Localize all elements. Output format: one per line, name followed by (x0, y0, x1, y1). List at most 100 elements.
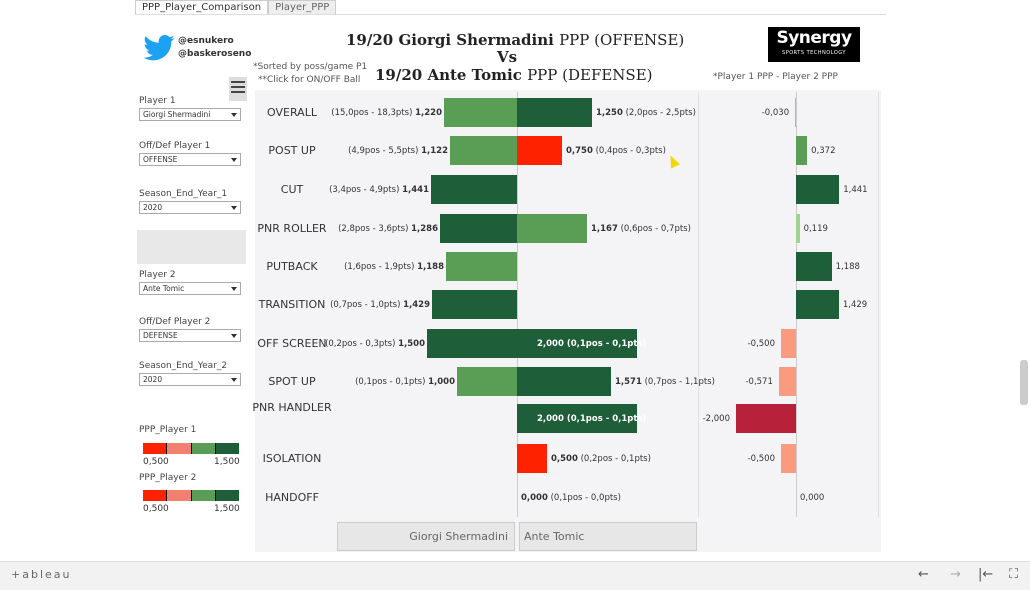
legend-1-max: 1,500 (214, 457, 240, 467)
diff-label-0: -0,030 (761, 108, 790, 118)
chevron-down-icon (231, 113, 237, 117)
twitter-handle-2: @baskeroseno (178, 49, 252, 59)
twitter-bird-icon (143, 35, 175, 61)
off-def-player-2-select[interactable]: DEFENSE (139, 329, 241, 342)
p1-bar-4[interactable] (446, 252, 517, 281)
fullscreen-icon[interactable]: ⛶ (1009, 567, 1019, 582)
off-def-player-2-label: Off/Def Player 2 (139, 317, 211, 327)
p1-bar-6[interactable] (427, 329, 517, 358)
p1-label-6: (0,2pos - 0,3pts) 1,500 (325, 339, 425, 349)
p2-label-3: 1,167 (0,6pos - 0,7pts) (591, 224, 691, 234)
p2-label-1: 0,750 (0,4pos - 0,3pts) (566, 146, 666, 156)
title-line-1: 19/20 Giorgi Shermadini PPP (OFFENSE) (346, 31, 685, 49)
category-label-8: PNR HANDLER (252, 401, 332, 414)
diff-bar-0[interactable] (795, 98, 796, 127)
tableau-logo[interactable]: +ableau (11, 568, 72, 581)
diff-note: *Player 1 PPP - Player 2 PPP (713, 72, 838, 82)
redo-icon[interactable]: → (950, 567, 961, 582)
p1-bar-2[interactable] (431, 175, 517, 204)
legend-1-title: PPP_Player 1 (139, 425, 197, 435)
synergy-logo: Synergy SPORTS TECHNOLOGY (768, 27, 860, 62)
legend-2-min: 0,500 (143, 504, 169, 514)
category-label-4: PUTBACK (266, 260, 318, 273)
p2-bar-0[interactable] (517, 98, 592, 127)
p1-bar-1[interactable] (450, 136, 517, 165)
p1-bar-7[interactable] (457, 367, 517, 396)
diff-bar-9[interactable] (781, 444, 796, 473)
diff-label-5: 1,429 (842, 300, 868, 310)
p1-label-4: (1,6pos - 1,9pts) 1,188 (344, 262, 444, 272)
category-label-10: HANDOFF (265, 491, 319, 504)
blank-panel (137, 230, 246, 264)
diff-bar-8[interactable] (736, 404, 796, 433)
p1-label-3: (2,8pos - 3,6pts) 1,286 (338, 224, 438, 234)
diff-label-7: -0,571 (745, 377, 773, 387)
diff-panel-edge (878, 92, 879, 517)
player-2-select[interactable]: Ante Tomic (139, 282, 241, 295)
p2-bar-8[interactable] (517, 404, 637, 433)
diff-bar-6[interactable] (781, 329, 796, 358)
p2-label-8: 2,000 (0,1pos - 0,1pts) (537, 414, 647, 424)
twitter-handle-1: @esnukero (178, 36, 234, 46)
season-year-2-select[interactable]: 2020 (139, 373, 241, 386)
diff-panel-divider (698, 92, 699, 517)
chevron-down-icon (231, 287, 237, 291)
p1-label-0: (15,0pos - 18,3pts) 1,220 (331, 108, 442, 118)
diff-label-10: 0,000 (800, 493, 825, 503)
off-def-player-1-label: Off/Def Player 1 (139, 141, 211, 151)
chevron-down-icon (231, 158, 237, 162)
diff-bar-4[interactable] (796, 252, 832, 281)
p2-bar-9[interactable] (517, 444, 547, 473)
category-label-9: ISOLATION (262, 452, 322, 465)
category-label-5: TRANSITION (258, 298, 326, 311)
diff-bar-3[interactable] (796, 214, 800, 243)
undo-icon[interactable]: ← (918, 567, 929, 582)
diff-bar-7[interactable] (778, 367, 796, 396)
click-note: **Click for ON/OFF Ball (258, 75, 361, 85)
category-label-1: POST UP (268, 144, 316, 157)
sort-note: *Sorted by poss/game P1 (253, 62, 368, 72)
category-label-3: PNR ROLLER (257, 222, 327, 235)
season-year-2-label: Season_End_Year_2 (139, 361, 228, 371)
diff-bar-5[interactable] (796, 290, 839, 319)
diff-label-8: -2,000 (702, 414, 730, 424)
legend-2-colorbar (143, 490, 239, 501)
p2-bar-3[interactable] (517, 214, 587, 243)
diff-bar-1[interactable] (796, 136, 808, 165)
diff-label-9: -0,500 (747, 454, 775, 464)
p2-bar-7[interactable] (517, 367, 611, 396)
category-label-6: OFF SCREEN (257, 337, 327, 350)
revert-icon[interactable]: |← (978, 567, 994, 582)
p1-label-1: (4,9pos - 5,5pts) 1,122 (348, 146, 448, 156)
player-1-button[interactable]: Giorgi Shermadini (337, 522, 515, 551)
p2-bar-6[interactable] (517, 329, 637, 358)
chevron-down-icon (231, 378, 237, 382)
p1-label-2: (3,4pos - 4,9pts) 1,441 (329, 185, 429, 195)
chevron-down-icon (231, 206, 237, 210)
player-2-button[interactable]: Ante Tomic (519, 522, 697, 551)
legend-2-title: PPP_Player 2 (139, 473, 197, 483)
season-year-1-select[interactable]: 2020 (139, 201, 241, 214)
diff-label-3: 0,119 (803, 224, 828, 234)
title-line-2: 19/20 Ante Tomic PPP (DEFENSE) (375, 66, 653, 84)
diff-bar-2[interactable] (796, 175, 840, 204)
tab-ppp-player-comparison[interactable]: PPP_Player_Comparison (135, 0, 269, 15)
legend-2-max: 1,500 (214, 504, 240, 514)
category-label-2: CUT (280, 183, 304, 196)
p2-label-7: 1,571 (0,7pos - 1,1pts) (615, 377, 715, 387)
p2-bar-1[interactable] (517, 136, 562, 165)
chevron-down-icon (231, 334, 237, 338)
scrollbar[interactable] (1020, 360, 1028, 405)
off-def-player-1-select[interactable]: OFFENSE (139, 153, 241, 166)
player-1-label: Player 1 (139, 96, 176, 106)
player-1-select[interactable]: Giorgi Shermadini (139, 108, 241, 121)
p1-bar-5[interactable] (432, 290, 517, 319)
p1-bar-3[interactable] (440, 214, 517, 243)
p2-label-0: 1,250 (2,0pos - 2,5pts) (596, 108, 696, 118)
menu-icon[interactable] (229, 77, 247, 101)
player-2-label: Player 2 (139, 270, 176, 280)
tab-player-ppp[interactable]: Player_PPP (268, 0, 337, 15)
ppp-chart-panel (255, 90, 881, 552)
diff-label-4: 1,188 (835, 262, 860, 272)
p1-bar-0[interactable] (444, 98, 517, 127)
